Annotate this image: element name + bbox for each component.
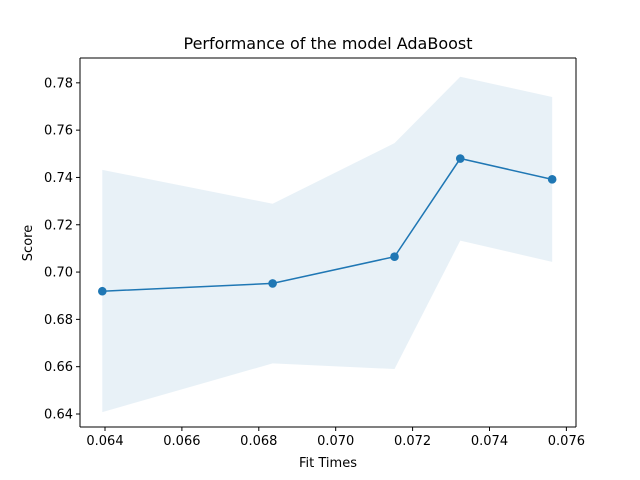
x-axis-label: Fit Times <box>299 456 357 471</box>
y-tick-label: 0.78 <box>44 76 73 91</box>
y-axis-label: Score <box>21 225 36 261</box>
axes <box>79 57 577 428</box>
y-axis-ticks: 0.64 0.66 0.68 0.70 0.72 0.74 0.76 0.78 <box>44 76 80 422</box>
y-tick-label: 0.70 <box>44 266 73 281</box>
x-tick-label: 0.076 <box>548 434 585 449</box>
y-tick-label: 0.66 <box>44 360 73 375</box>
x-tick-label: 0.064 <box>86 434 123 449</box>
y-tick-label: 0.72 <box>44 218 73 233</box>
y-tick-label: 0.76 <box>44 124 73 139</box>
confidence-band <box>102 76 553 413</box>
data-point <box>547 175 557 184</box>
data-point <box>268 279 277 288</box>
data-point <box>98 286 107 296</box>
y-tick-label: 0.64 <box>44 407 73 422</box>
x-tick-label: 0.070 <box>317 434 354 449</box>
chart-title: Performance of the model AdaBoost <box>183 34 472 53</box>
data-point <box>455 154 465 163</box>
x-tick-label: 0.068 <box>240 434 277 449</box>
x-tick-label: 0.074 <box>471 434 508 449</box>
x-tick-label: 0.072 <box>394 434 431 449</box>
x-tick-label: 0.066 <box>163 434 200 449</box>
y-tick-label: 0.74 <box>44 171 73 186</box>
data-point-layer <box>98 154 557 296</box>
y-tick-label: 0.68 <box>44 313 73 328</box>
confidence-band-layer <box>102 76 553 413</box>
x-axis-ticks: 0.064 0.066 0.068 0.070 0.072 0.074 0.076 <box>86 427 585 449</box>
data-point <box>390 252 399 261</box>
